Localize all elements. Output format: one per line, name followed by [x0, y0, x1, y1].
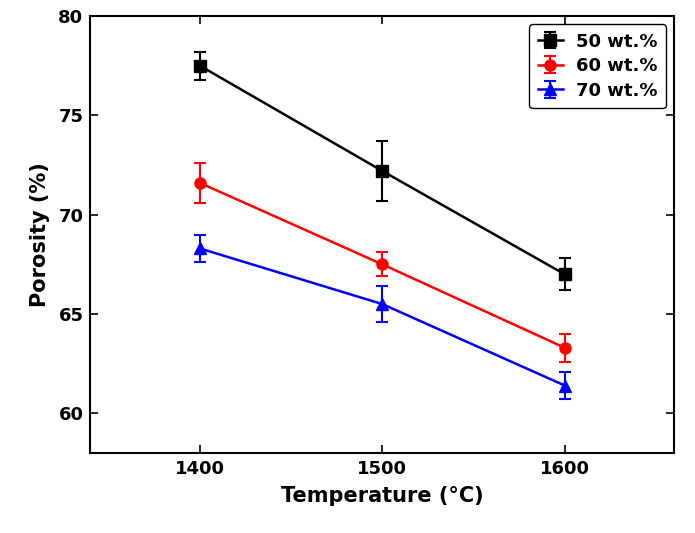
- Y-axis label: Porosity (%): Porosity (%): [30, 162, 50, 307]
- X-axis label: Temperature (°C): Temperature (°C): [281, 486, 484, 506]
- Legend: 50 wt.%, 60 wt.%, 70 wt.%: 50 wt.%, 60 wt.%, 70 wt.%: [530, 25, 666, 108]
